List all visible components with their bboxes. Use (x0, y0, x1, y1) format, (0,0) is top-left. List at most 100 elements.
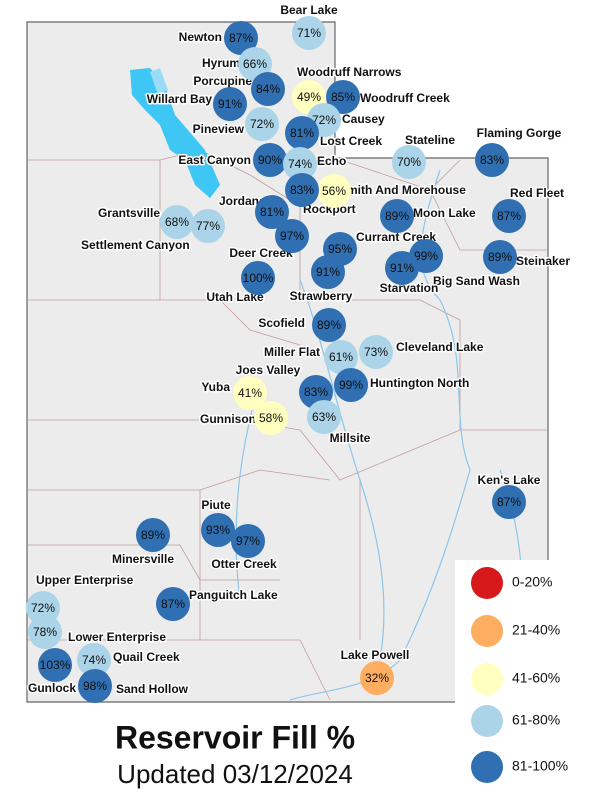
reservoir-fill: 91% (218, 97, 242, 111)
reservoir-marker (334, 368, 368, 402)
reservoir-fill: 93% (206, 523, 230, 537)
reservoir-name: Lake Powell (341, 648, 410, 662)
reservoir-fill: 83% (480, 153, 504, 167)
reservoir-marker (285, 173, 319, 207)
reservoir-fill: 97% (280, 229, 304, 243)
reservoir-fill: 87% (161, 597, 185, 611)
reservoir-name: Sand Hollow (116, 682, 189, 696)
reservoir-fill: 83% (304, 385, 328, 399)
reservoir-name: Steinaker (516, 254, 570, 268)
reservoir-name: Strawberry (290, 289, 353, 303)
reservoir-fill: 89% (488, 250, 512, 264)
reservoir-name: Ken's Lake (478, 473, 541, 487)
reservoir-marker (483, 240, 517, 274)
reservoir-fill: 72% (250, 117, 274, 131)
reservoir-name: Miller Flat (264, 345, 320, 359)
reservoir-fill: 49% (297, 90, 321, 104)
reservoir-fill: 91% (316, 265, 340, 279)
reservoir-name: Willard Bay (147, 92, 213, 106)
reservoir-marker (292, 16, 326, 50)
reservoir-fill: 81% (290, 126, 314, 140)
reservoir-name: Moon Lake (413, 206, 476, 220)
reservoir-marker (238, 47, 272, 81)
reservoir-marker (233, 376, 267, 410)
reservoir-name: Scofield (258, 316, 305, 330)
reservoir-fill: 68% (165, 215, 189, 229)
reservoir-fill: 95% (328, 242, 352, 256)
reservoir-marker (275, 219, 309, 253)
reservoir-fill: 56% (322, 184, 346, 198)
reservoir-name: Stateline (405, 133, 455, 147)
reservoir-marker (475, 143, 509, 177)
reservoir-name: Panguitch Lake (189, 588, 278, 602)
reservoir-marker (392, 145, 426, 179)
reservoir-name: Woodruff Creek (360, 91, 450, 105)
reservoir-fill: 63% (312, 410, 336, 424)
reservoir-marker (253, 143, 287, 177)
reservoir-marker (77, 643, 111, 677)
reservoir-fill: 71% (297, 26, 321, 40)
reservoir-fill: 66% (243, 57, 267, 71)
reservoir-name: Upper Enterprise (36, 573, 134, 587)
reservoir-marker (224, 21, 258, 55)
reservoir-name: Lost Creek (320, 134, 382, 148)
reservoir-marker (311, 255, 345, 289)
reservoir-fill: 74% (288, 157, 312, 171)
reservoir-fill: 100% (243, 271, 274, 285)
legend-label: 81-100% (512, 758, 568, 774)
reservoir-fill: 72% (312, 113, 336, 127)
reservoir-name: Newton (179, 30, 222, 44)
reservoir-marker (285, 116, 319, 150)
legend-label: 41-60% (512, 670, 560, 686)
reservoir-name: Starvation (380, 281, 439, 295)
reservoir-marker (326, 80, 360, 114)
legend-swatch (471, 705, 503, 737)
reservoir-fill: 90% (258, 153, 282, 167)
reservoir-name: Otter Creek (211, 557, 277, 571)
reservoir-name: Minersville (112, 552, 174, 566)
reservoir-marker (156, 587, 190, 621)
reservoir-fill: 91% (390, 261, 414, 275)
reservoir-name: Deer Creek (229, 246, 293, 260)
legend-label: 0-20% (512, 574, 552, 590)
reservoir-marker (201, 513, 235, 547)
reservoir-marker (492, 485, 526, 519)
reservoir-marker (324, 340, 358, 374)
reservoir-fill: 58% (259, 411, 283, 425)
reservoir-marker (317, 174, 351, 208)
reservoir-marker (160, 205, 194, 239)
reservoir-name: Bear Lake (280, 3, 338, 17)
reservoir-fill: 41% (238, 386, 262, 400)
reservoir-name: Hyrum (202, 56, 240, 70)
reservoir-name: Cleveland Lake (396, 340, 484, 354)
legend-label: 61-80% (512, 712, 560, 728)
reservoir-marker (380, 199, 414, 233)
reservoir-marker (191, 209, 225, 243)
reservoir-name: Gunlock (28, 681, 76, 695)
reservoir-name: Red Fleet (510, 186, 564, 200)
reservoir-name: Lower Enterprise (68, 630, 166, 644)
reservoir-name: Causey (342, 112, 385, 126)
reservoir-name: Flaming Gorge (477, 126, 562, 140)
reservoir-marker (385, 251, 419, 285)
subtitle: Updated 03/12/2024 (117, 759, 353, 789)
reservoir-name: Porcupine (193, 74, 252, 88)
reservoir-name: Pineview (193, 122, 245, 136)
reservoir-fill: 89% (385, 209, 409, 223)
reservoir-name: Smith And Morehouse (339, 183, 466, 197)
reservoir-fill: 81% (260, 205, 284, 219)
reservoir-name: East Canyon (178, 153, 251, 167)
title: Reservoir Fill % (115, 719, 355, 755)
reservoir-name: Piute (201, 498, 231, 512)
reservoir-fill: 74% (82, 653, 106, 667)
reservoir-fill: 77% (196, 219, 220, 233)
reservoir-fill: 103% (40, 658, 71, 672)
reservoir-fill: 32% (365, 671, 389, 685)
reservoir-marker (254, 401, 288, 435)
reservoir-marker (231, 524, 265, 558)
legend-swatch (471, 751, 503, 783)
reservoir-fill: 89% (317, 318, 341, 332)
reservoir-fill: 84% (256, 82, 280, 96)
legend-label: 21-40% (512, 622, 560, 638)
